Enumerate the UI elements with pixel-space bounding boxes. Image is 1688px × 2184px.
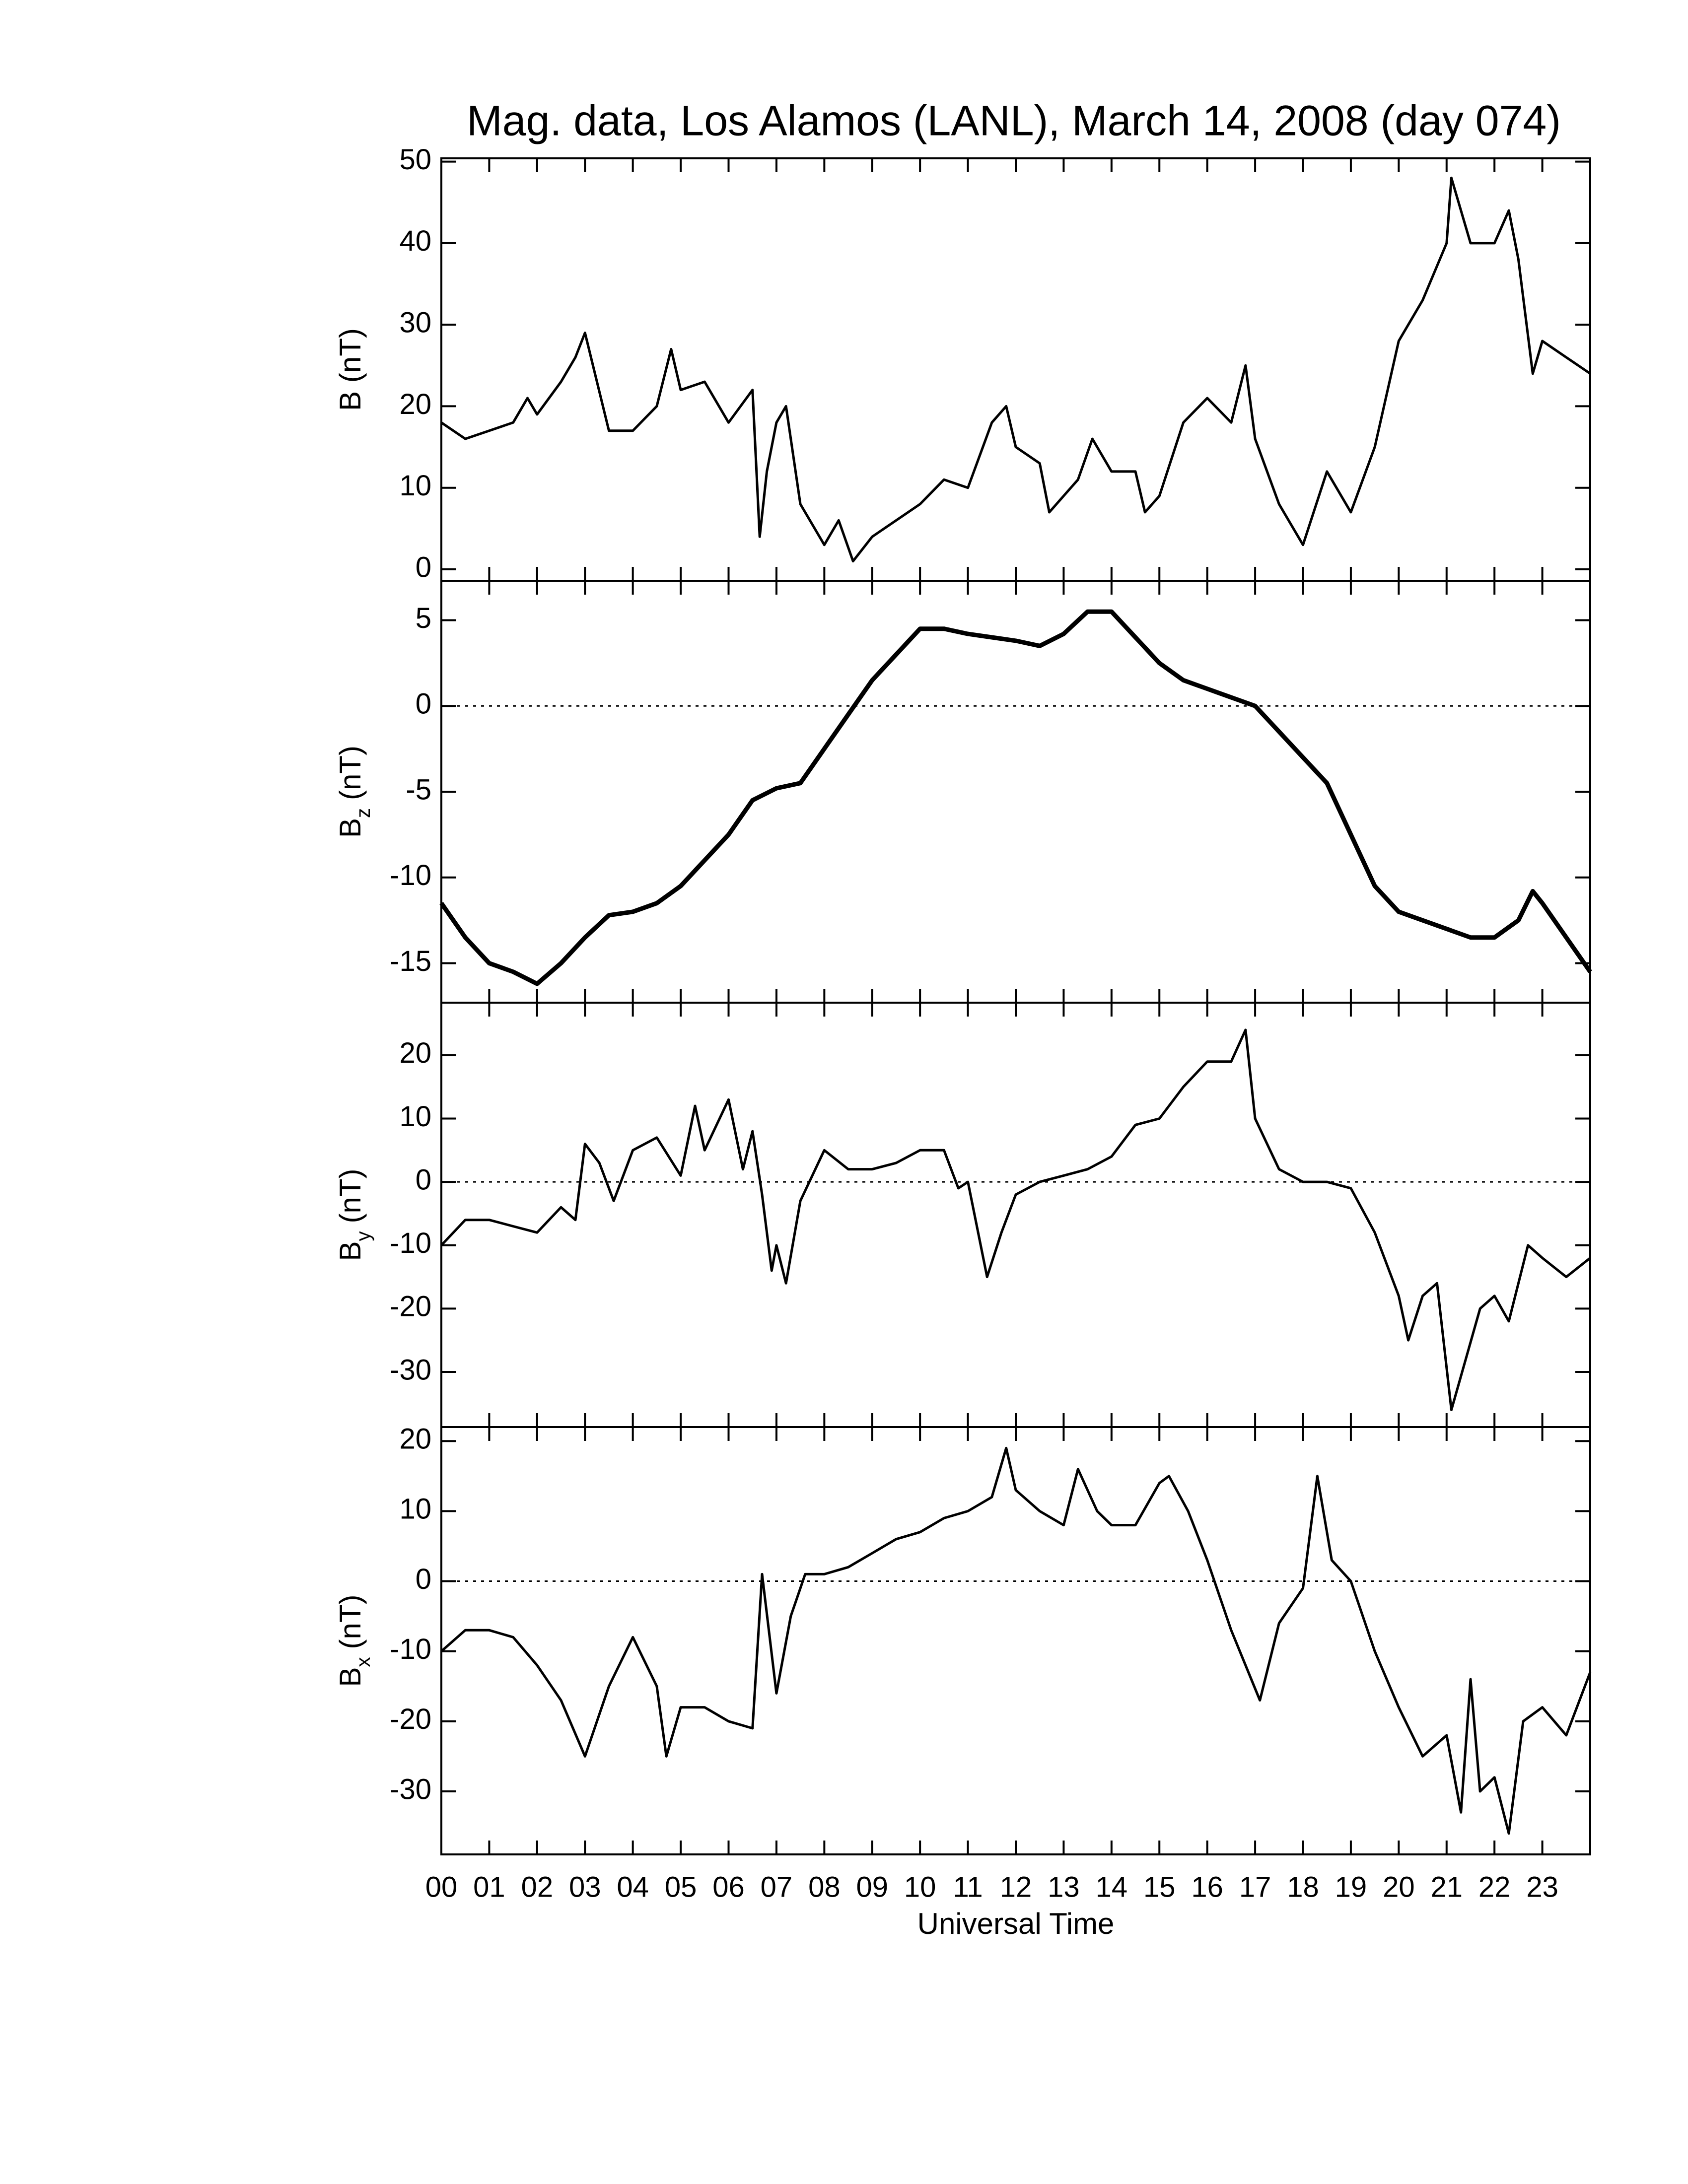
x-tick-label: 12 [1000,1871,1032,1903]
x-tick-label: 06 [712,1871,745,1903]
y-tick-label: 10 [399,1493,431,1525]
x-tick-label: 00 [425,1871,458,1903]
x-tick-label: 14 [1096,1871,1128,1903]
x-tick-label: 23 [1526,1871,1558,1903]
y-axis-label: By (nT) [334,1168,374,1261]
y-tick-label: -30 [390,1354,431,1386]
y-axis-label-sub: z [352,808,374,818]
y-tick-label: 5 [416,602,431,634]
y-axis-label: Bz (nT) [334,746,374,838]
x-tick-label: 22 [1478,1871,1511,1903]
x-tick-label: 08 [808,1871,841,1903]
x-tick-label: 04 [617,1871,649,1903]
chart-title: Mag. data, Los Alamos (LANL), March 14, … [467,97,1561,145]
y-tick-label: 10 [399,470,431,502]
y-tick-label: -20 [390,1291,431,1323]
y-axis-label-unit: (nT) [334,1594,367,1649]
y-tick-label: -5 [406,773,431,806]
plot-frame [440,157,1591,582]
y-axis-label: Bx (nT) [334,1594,374,1687]
x-tick-label: 13 [1048,1871,1080,1903]
plot-frame [440,1002,1591,1428]
x-tick-label: 20 [1383,1871,1415,1903]
y-tick-label: 40 [399,225,431,257]
y-axis-label-unit: (nT) [334,1168,367,1223]
data-line [440,176,1591,563]
x-tick-label: 05 [665,1871,697,1903]
y-tick-label: -15 [390,945,431,977]
x-tick-label: 15 [1143,1871,1176,1903]
y-axis-label: B (nT) [334,328,367,411]
x-tick-label: 01 [473,1871,505,1903]
data-line [440,1446,1592,1835]
x-tick-label: 02 [521,1871,554,1903]
y-tick-label: 0 [416,688,431,720]
y-tick-label: -10 [390,1633,431,1665]
y-tick-label: -10 [390,1227,431,1259]
y-tick-label: 0 [416,1163,431,1196]
y-tick-label: 10 [399,1100,431,1133]
y-axis-label-base: B [334,818,367,838]
x-tick-label: 09 [856,1871,888,1903]
y-axis-label-sub: x [352,1657,374,1667]
x-axis-label: Universal Time [917,1907,1115,1940]
y-tick-label: 20 [399,1037,431,1069]
y-tick-label: 0 [416,1563,431,1595]
x-tick-label: 03 [569,1871,601,1903]
y-axis-label-sub: y [352,1231,374,1241]
x-tick-label: 21 [1430,1871,1463,1903]
data-line [440,1028,1591,1411]
y-tick-label: -20 [390,1703,431,1735]
x-tick-label: 17 [1239,1871,1271,1903]
x-tick-label: 18 [1287,1871,1319,1903]
x-tick-label: 07 [761,1871,793,1903]
y-tick-label: -10 [390,859,431,891]
y-tick-label: 20 [399,1423,431,1455]
x-tick-label: 19 [1335,1871,1367,1903]
y-tick-label: 30 [399,306,431,339]
y-tick-label: 0 [416,551,431,583]
x-tick-label: 16 [1191,1871,1223,1903]
plot-frame [440,580,1591,1004]
y-axis-label-base: B [334,1667,367,1687]
x-tick-label: 11 [953,1871,983,1903]
data-line [439,609,1592,986]
y-tick-label: 50 [399,143,431,176]
y-tick-label: -30 [390,1773,431,1805]
x-tick-label: 10 [904,1871,936,1903]
y-axis-label-base: B [334,1241,367,1261]
y-tick-label: 20 [399,388,431,420]
y-axis-label-unit: (nT) [334,746,367,800]
